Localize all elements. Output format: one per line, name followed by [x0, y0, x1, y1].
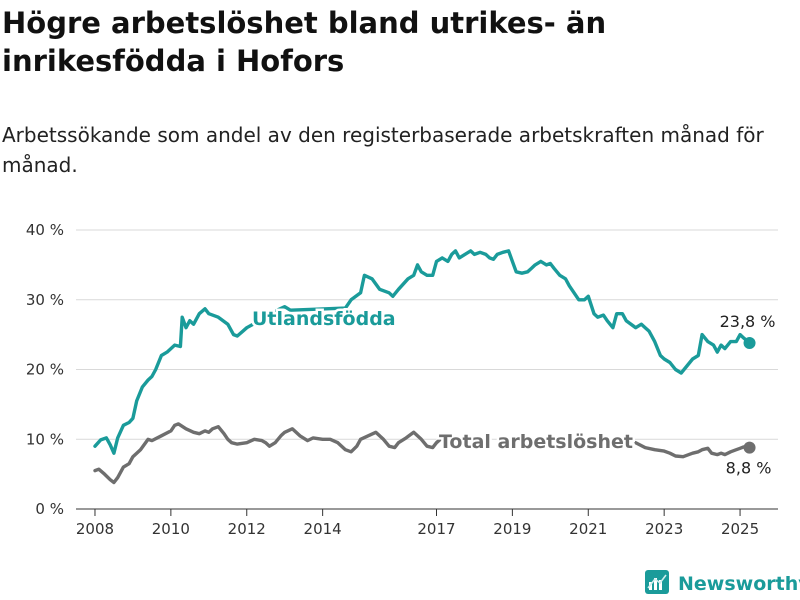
- value-label-total: 8,8 %: [726, 459, 772, 478]
- brand-logo: Newsworthy: [644, 569, 800, 599]
- y-tick-label: 40 %: [26, 221, 64, 239]
- axes: 0 % 10 % 20 % 30 % 40 % 2008 2010 2012 2014 2017 2…: [26, 221, 759, 538]
- x-tick-label: 2023: [645, 520, 683, 538]
- chart-title: Högre arbetslöshet bland utrikes- än inr…: [2, 6, 607, 78]
- x-tick-label: 2019: [493, 520, 531, 538]
- x-tick-label: 2010: [152, 520, 190, 538]
- value-label-utlandsfodda: 23,8 %: [720, 312, 776, 331]
- series-labels: Utlandsfödda Total arbetslöshet 23,8 % 8,8 …: [250, 306, 776, 478]
- x-tick-label: 2025: [721, 520, 759, 538]
- x-tick-label: 2012: [228, 520, 266, 538]
- series-line-total: [634, 441, 752, 459]
- brand-name: Newsworthy: [678, 573, 800, 595]
- chart-subtitle: Arbetssökande som andel av den registerb…: [2, 123, 764, 177]
- x-tick-label: 2008: [76, 520, 114, 538]
- y-tick-label: 10 %: [26, 430, 64, 448]
- endpoint-marker-total: [743, 441, 756, 454]
- x-tick-label: 2017: [417, 520, 455, 538]
- gridlines: [76, 229, 778, 510]
- series-label-total: Total arbetslöshet: [439, 431, 633, 453]
- y-tick-label: 20 %: [26, 361, 64, 379]
- line-chart: 0 % 10 % 20 % 30 % 40 % 2008 2010 2012 2014 2017 2…: [26, 221, 778, 538]
- series-label-utlandsfodda: Utlandsfödda: [252, 308, 396, 330]
- series-lines: [93, 249, 756, 485]
- y-tick-label: 0 %: [35, 500, 64, 518]
- series-line-total: [93, 422, 442, 485]
- endpoint-marker-utlandsfodda: [743, 336, 756, 349]
- x-tick-label: 2021: [569, 520, 607, 538]
- series-line-utlandsfodda: [93, 249, 752, 455]
- x-tick-label: 2014: [304, 520, 342, 538]
- y-tick-label: 30 %: [26, 291, 64, 309]
- newsworthy-logo-icon: [644, 569, 670, 599]
